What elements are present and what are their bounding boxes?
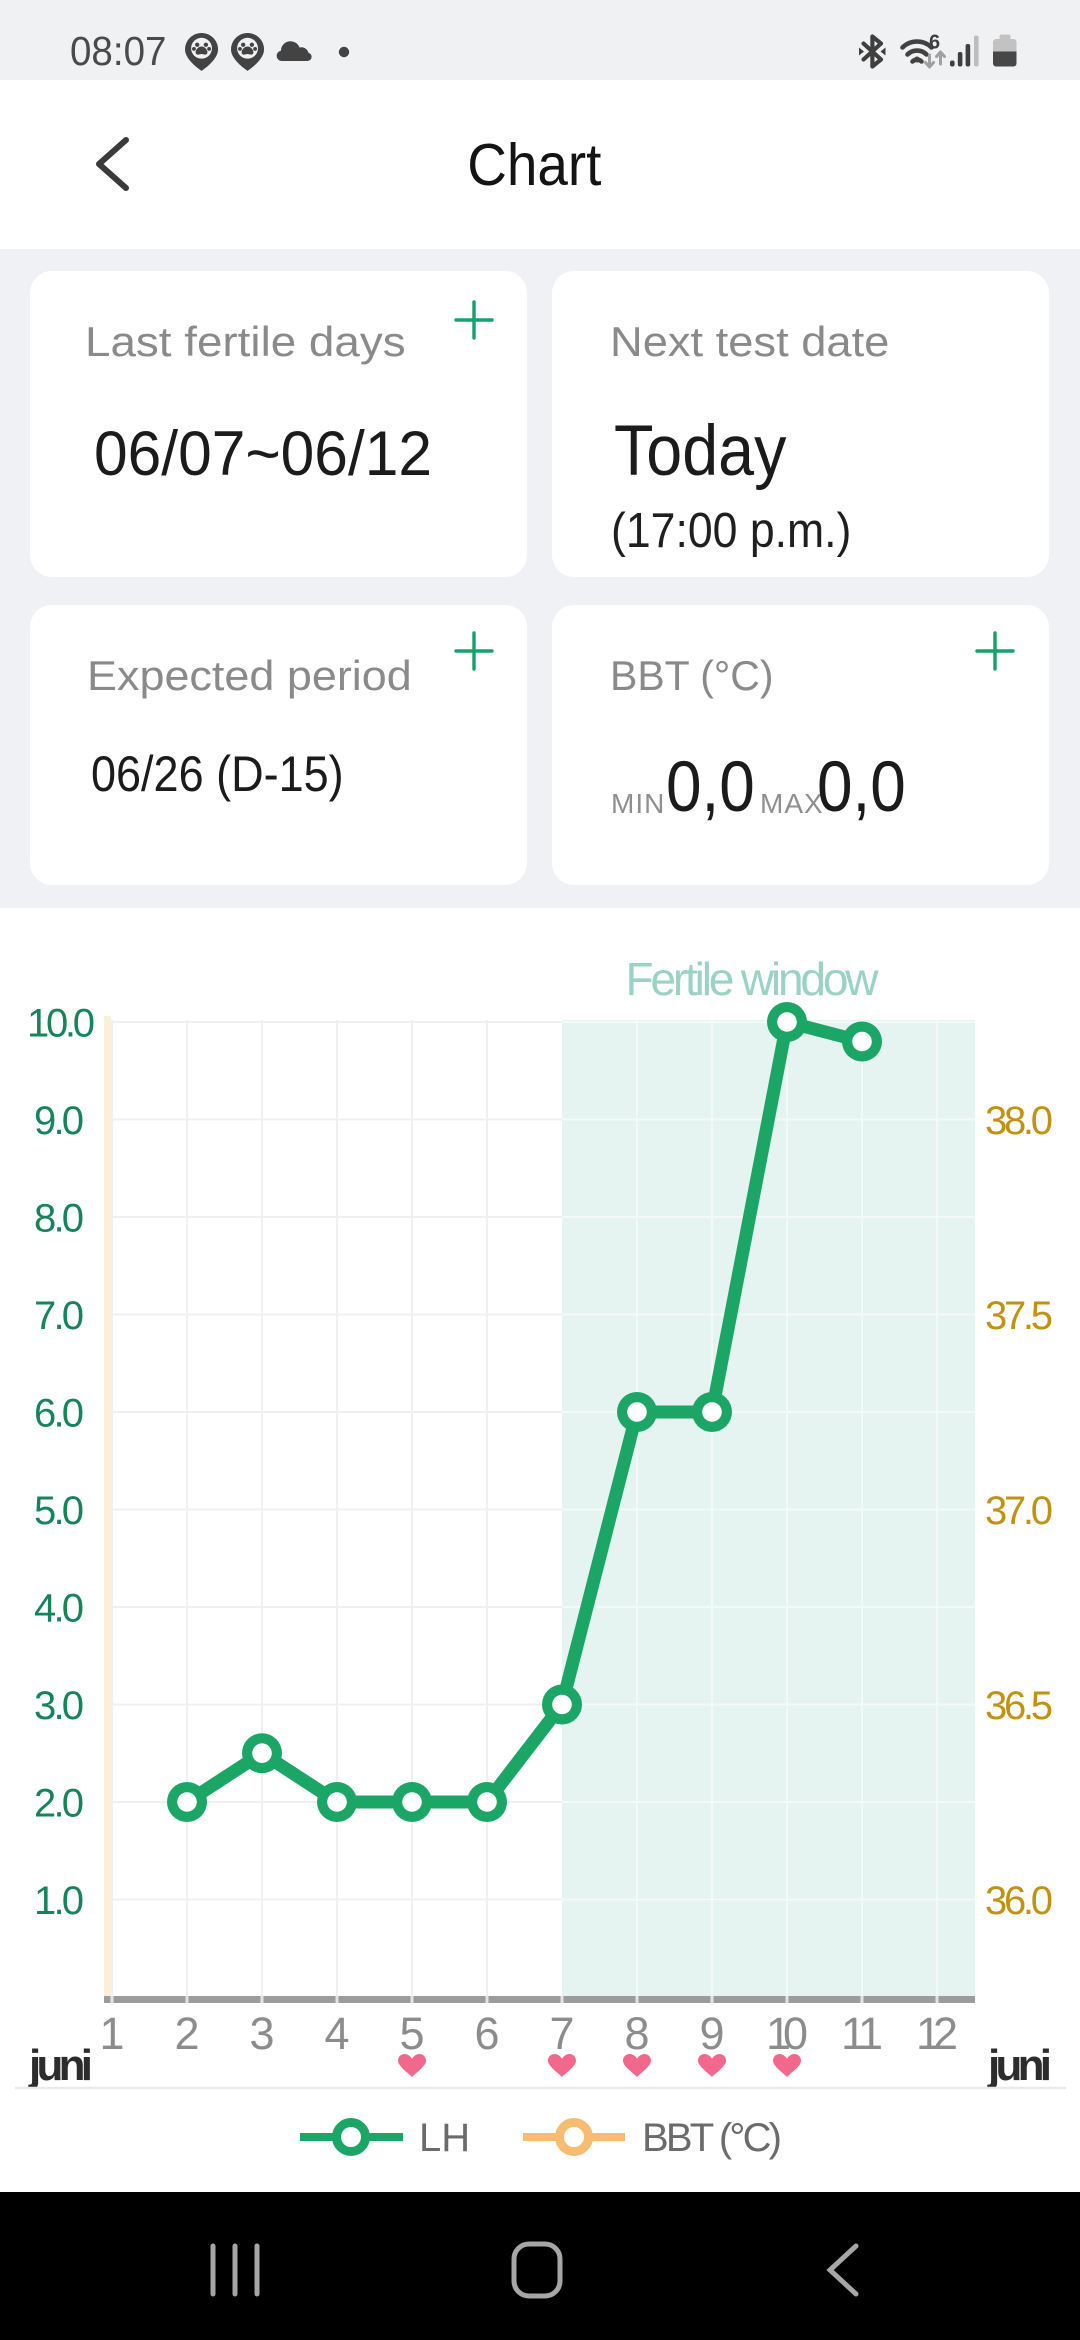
svg-text:1: 1 — [99, 2008, 124, 2059]
svg-text:4: 4 — [324, 2008, 349, 2059]
svg-text:LH: LH — [419, 2116, 470, 2160]
svg-text:8: 8 — [624, 2008, 649, 2059]
svg-text:8.0: 8.0 — [34, 1197, 84, 1241]
svg-text:3: 3 — [249, 2008, 274, 2059]
svg-text:38.0: 38.0 — [985, 1099, 1053, 1143]
svg-text:37.5: 37.5 — [985, 1294, 1053, 1338]
svg-text:2.0: 2.0 — [34, 1782, 84, 1826]
svg-text:BBT (°C): BBT (°C) — [642, 2116, 782, 2160]
svg-text:3.0: 3.0 — [34, 1684, 84, 1728]
svg-text:6: 6 — [929, 32, 940, 54]
svg-text:10.0: 10.0 — [27, 1002, 95, 1046]
svg-text:6: 6 — [474, 2008, 499, 2059]
svg-text:4.0: 4.0 — [34, 1587, 84, 1631]
svg-text:1.0: 1.0 — [34, 1879, 84, 1923]
svg-text:10: 10 — [766, 2008, 808, 2059]
svg-text:7: 7 — [549, 2008, 574, 2059]
svg-text:9: 9 — [699, 2008, 724, 2059]
svg-text:36.5: 36.5 — [985, 1684, 1053, 1728]
svg-text:2: 2 — [174, 2008, 199, 2059]
svg-text:juni: juni — [28, 2041, 93, 2090]
svg-text:7.0: 7.0 — [34, 1294, 84, 1338]
svg-text:juni: juni — [987, 2041, 1052, 2090]
svg-text:36.0: 36.0 — [985, 1879, 1053, 1923]
svg-text:Fertile window: Fertile window — [626, 953, 880, 1005]
svg-text:5: 5 — [399, 2008, 424, 2059]
svg-text:9.0: 9.0 — [34, 1099, 84, 1143]
svg-text:5.0: 5.0 — [34, 1489, 84, 1533]
svg-text:6.0: 6.0 — [34, 1392, 84, 1436]
svg-text:37.0: 37.0 — [985, 1489, 1053, 1533]
svg-text:11: 11 — [841, 2008, 883, 2059]
svg-text:12: 12 — [916, 2008, 958, 2059]
